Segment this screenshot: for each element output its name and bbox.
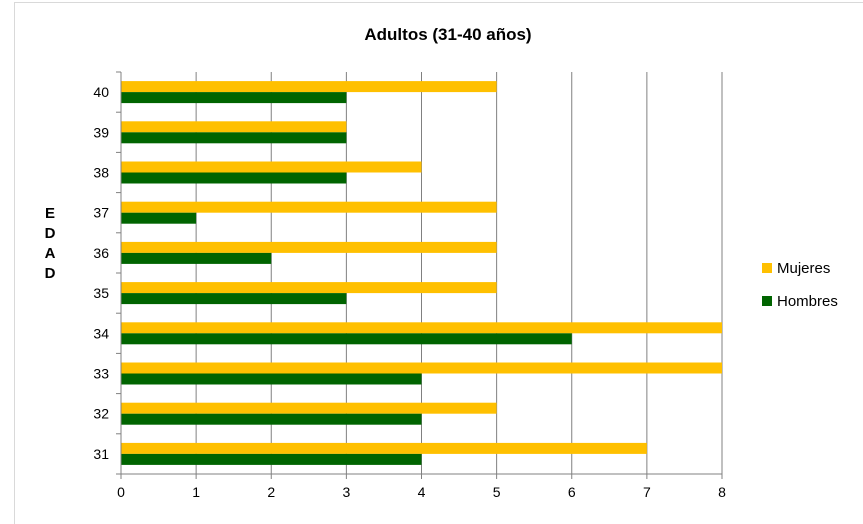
x-tick-label-0: 0 — [117, 484, 125, 500]
legend-swatch-hombres — [762, 296, 772, 306]
bar-hombres-38 — [121, 172, 347, 184]
bar-mujeres-36 — [121, 241, 497, 253]
x-tick-label-1: 1 — [192, 484, 200, 500]
chart-title: Adultos (31-40 años) — [364, 25, 531, 44]
bar-mujeres-31 — [121, 442, 647, 454]
y-axis-label-letter: A — [45, 245, 56, 262]
y-tick-label-37: 37 — [93, 205, 109, 221]
bar-mujeres-35 — [121, 282, 497, 294]
legend-swatch-mujeres — [762, 263, 772, 273]
x-tick-label-3: 3 — [342, 484, 350, 500]
bar-hombres-33 — [121, 373, 422, 385]
legend: Mujeres Hombres — [762, 260, 838, 310]
y-tick-label-32: 32 — [93, 406, 109, 422]
y-tick-label-31: 31 — [93, 446, 109, 462]
bar-mujeres-40 — [121, 81, 497, 93]
x-tick-label-8: 8 — [718, 484, 726, 500]
y-axis-label-letter: E — [45, 205, 55, 222]
x-tick-label-5: 5 — [493, 484, 501, 500]
bar-hombres-39 — [121, 132, 347, 144]
bar-mujeres-32 — [121, 402, 497, 414]
legend-label-hombres: Hombres — [777, 293, 838, 310]
y-axis-label-letter: D — [45, 265, 56, 282]
bar-mujeres-37 — [121, 201, 497, 213]
x-tick-label-4: 4 — [418, 484, 426, 500]
legend-label-mujeres: Mujeres — [777, 260, 830, 277]
bar-mujeres-33 — [121, 362, 722, 374]
x-tick-label-7: 7 — [643, 484, 651, 500]
y-tick-labels: 31 32 33 34 35 36 37 38 39 40 — [93, 84, 109, 462]
y-tick-label-38: 38 — [93, 165, 109, 181]
x-tick-label-2: 2 — [267, 484, 275, 500]
bars — [121, 81, 722, 465]
bar-hombres-34 — [121, 333, 572, 345]
y-tick-label-36: 36 — [93, 245, 109, 261]
y-axis-label-letter: D — [45, 225, 56, 242]
bar-mujeres-38 — [121, 161, 422, 173]
y-tick-label-35: 35 — [93, 285, 109, 301]
chart-frame — [14, 2, 863, 524]
bar-hombres-32 — [121, 413, 422, 425]
bar-mujeres-34 — [121, 322, 722, 334]
y-tick-label-33: 33 — [93, 366, 109, 382]
x-tick-label-6: 6 — [568, 484, 576, 500]
bar-mujeres-39 — [121, 121, 347, 133]
y-tick-label-34: 34 — [93, 325, 109, 341]
x-tick-labels: 0 1 2 3 4 5 6 7 8 — [117, 484, 726, 500]
y-tick-label-40: 40 — [93, 84, 109, 100]
axes — [116, 71, 723, 479]
bar-hombres-35 — [121, 293, 347, 305]
y-tick-label-39: 39 — [93, 124, 109, 140]
bar-hombres-31 — [121, 453, 422, 465]
bar-hombres-40 — [121, 92, 347, 104]
bar-hombres-37 — [121, 212, 197, 224]
bar-hombres-36 — [121, 252, 272, 264]
